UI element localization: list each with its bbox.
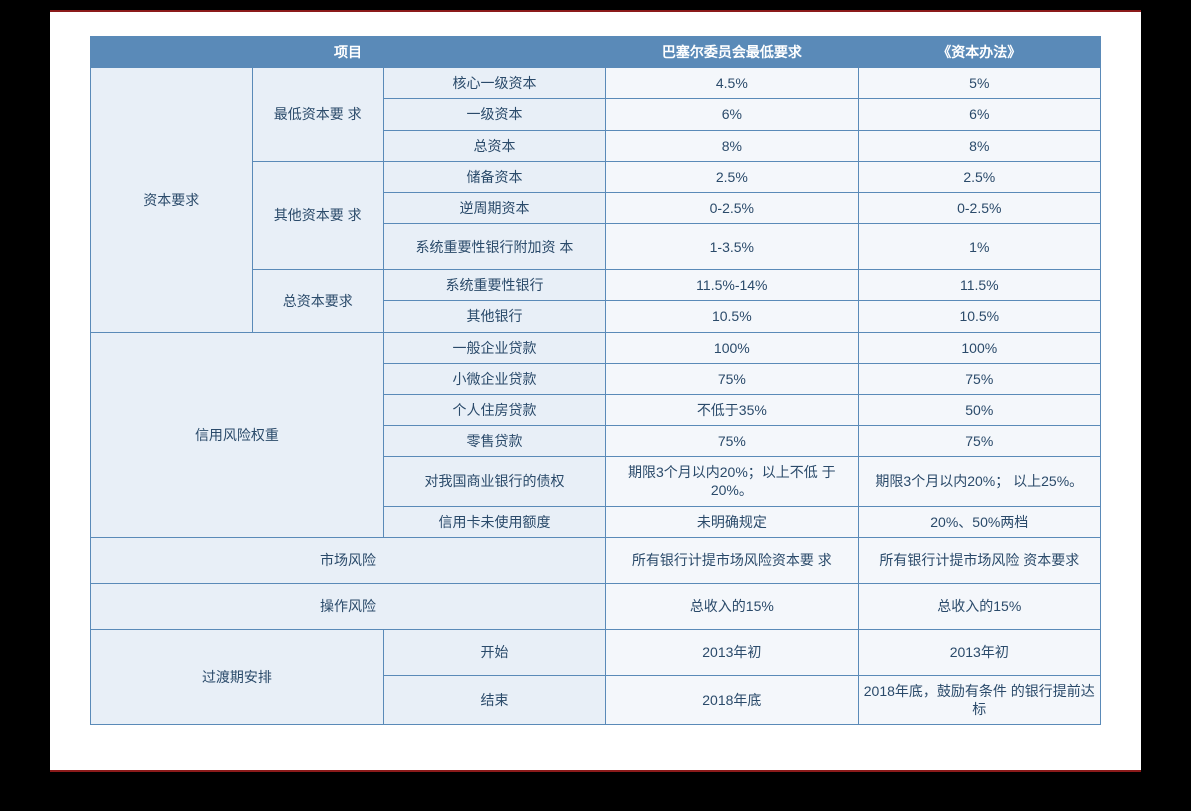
row-label: 总资本 — [383, 130, 605, 161]
row-label: 其他银行 — [383, 301, 605, 332]
col-item: 项目 — [91, 37, 606, 68]
group-market-risk: 市场风险 — [91, 537, 606, 583]
cell: 75% — [858, 363, 1100, 394]
cell: 11.5%-14% — [606, 270, 859, 301]
row-label: 核心一级资本 — [383, 68, 605, 99]
table-row: 市场风险 所有银行计提市场风险资本要 求 所有银行计提市场风险 资本要求 — [91, 537, 1101, 583]
cell: 不低于35% — [606, 394, 859, 425]
cell: 6% — [858, 99, 1100, 130]
cell: 20%、50%两档 — [858, 506, 1100, 537]
table-panel: 项目 巴塞尔委员会最低要求 《资本办法》 资本要求 最低资本要 求 核心一级资本… — [50, 10, 1141, 772]
cell: 2.5% — [858, 161, 1100, 192]
cell: 2018年底，鼓励有条件 的银行提前达标 — [858, 675, 1100, 724]
col-basel: 巴塞尔委员会最低要求 — [606, 37, 859, 68]
cell: 0-2.5% — [858, 192, 1100, 223]
cell: 6% — [606, 99, 859, 130]
cell: 8% — [606, 130, 859, 161]
cell: 4.5% — [606, 68, 859, 99]
table-row: 过渡期安排 开始 2013年初 2013年初 — [91, 629, 1101, 675]
table-row: 资本要求 最低资本要 求 核心一级资本 4.5% 5% — [91, 68, 1101, 99]
cell: 所有银行计提市场风险 资本要求 — [858, 537, 1100, 583]
cell: 5% — [858, 68, 1100, 99]
subgroup-total: 总资本要求 — [252, 270, 383, 332]
cell: 期限3个月以内20%；以上不低 于20%。 — [606, 457, 859, 506]
row-label: 逆周期资本 — [383, 192, 605, 223]
cell: 8% — [858, 130, 1100, 161]
row-label: 系统重要性银行 — [383, 270, 605, 301]
row-label: 个人住房贷款 — [383, 394, 605, 425]
row-label: 小微企业贷款 — [383, 363, 605, 394]
cell: 75% — [858, 426, 1100, 457]
regulation-comparison-table: 项目 巴塞尔委员会最低要求 《资本办法》 资本要求 最低资本要 求 核心一级资本… — [90, 36, 1101, 725]
cell: 期限3个月以内20%； 以上25%。 — [858, 457, 1100, 506]
table-row: 信用风险权重 一般企业贷款 100% 100% — [91, 332, 1101, 363]
cell: 所有银行计提市场风险资本要 求 — [606, 537, 859, 583]
row-label: 一般企业贷款 — [383, 332, 605, 363]
cell: 50% — [858, 394, 1100, 425]
table-row: 操作风险 总收入的15% 总收入的15% — [91, 583, 1101, 629]
subgroup-min: 最低资本要 求 — [252, 68, 383, 162]
cell: 2.5% — [606, 161, 859, 192]
cell: 未明确规定 — [606, 506, 859, 537]
cell: 总收入的15% — [606, 583, 859, 629]
cell: 2013年初 — [606, 629, 859, 675]
cell: 2018年底 — [606, 675, 859, 724]
group-op-risk: 操作风险 — [91, 583, 606, 629]
row-label: 对我国商业银行的债权 — [383, 457, 605, 506]
cell: 0-2.5% — [606, 192, 859, 223]
cell: 10.5% — [858, 301, 1100, 332]
cell: 1-3.5% — [606, 224, 859, 270]
group-capital-req: 资本要求 — [91, 68, 253, 332]
cell: 1% — [858, 224, 1100, 270]
cell: 100% — [606, 332, 859, 363]
cell: 10.5% — [606, 301, 859, 332]
row-label: 一级资本 — [383, 99, 605, 130]
row-label: 系统重要性银行附加资 本 — [383, 224, 605, 270]
row-label: 储备资本 — [383, 161, 605, 192]
cell: 75% — [606, 426, 859, 457]
row-label: 零售贷款 — [383, 426, 605, 457]
subgroup-other: 其他资本要 求 — [252, 161, 383, 269]
col-method: 《资本办法》 — [858, 37, 1100, 68]
cell: 总收入的15% — [858, 583, 1100, 629]
group-credit-risk: 信用风险权重 — [91, 332, 384, 537]
cell: 100% — [858, 332, 1100, 363]
row-label: 结束 — [383, 675, 605, 724]
cell: 75% — [606, 363, 859, 394]
row-label: 信用卡未使用额度 — [383, 506, 605, 537]
cell: 11.5% — [858, 270, 1100, 301]
header-row: 项目 巴塞尔委员会最低要求 《资本办法》 — [91, 37, 1101, 68]
row-label: 开始 — [383, 629, 605, 675]
group-transition: 过渡期安排 — [91, 629, 384, 724]
cell: 2013年初 — [858, 629, 1100, 675]
